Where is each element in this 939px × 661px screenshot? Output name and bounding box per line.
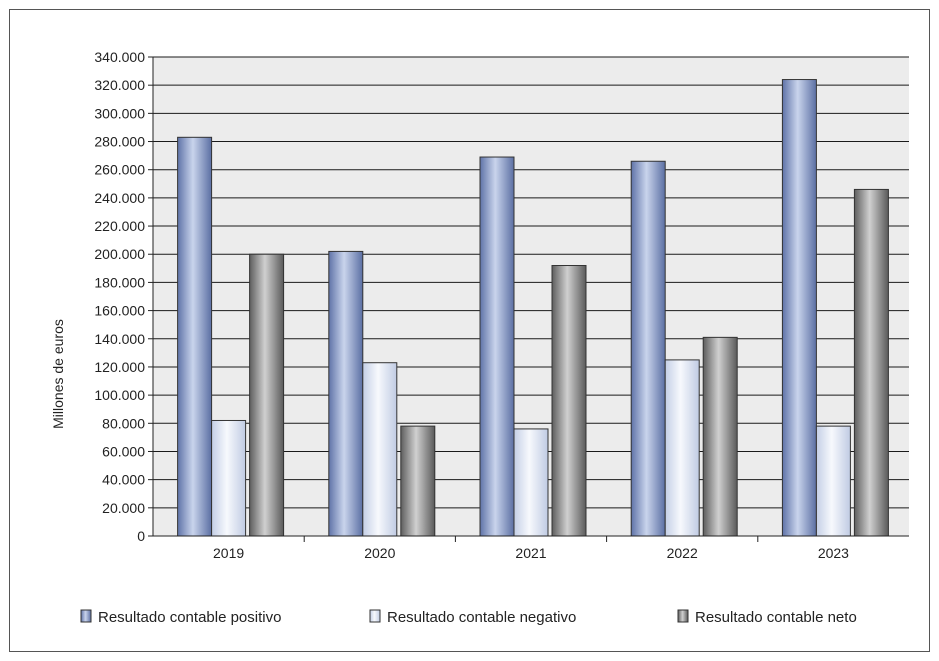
legend-label: Resultado contable positivo xyxy=(98,609,281,626)
bar-negativo xyxy=(513,428,549,537)
y-tick-label: 280.000 xyxy=(94,134,145,150)
bar-positivo xyxy=(177,136,213,537)
y-tick-label: 140.000 xyxy=(94,331,145,347)
bar-neto xyxy=(400,425,436,537)
y-tick-label: 300.000 xyxy=(94,105,145,121)
legend-swatch xyxy=(677,609,689,623)
y-tick-label: 260.000 xyxy=(94,162,145,178)
bar-negativo xyxy=(362,362,398,537)
y-tick-label: 240.000 xyxy=(94,190,145,206)
y-tick-label: 320.000 xyxy=(94,77,145,93)
bars xyxy=(177,79,889,537)
y-tick-label: 340.000 xyxy=(94,49,145,65)
legend-label: Resultado contable neto xyxy=(695,609,857,626)
y-tick-label: 160.000 xyxy=(94,303,145,319)
y-tick-labels: 0 20.000 40.000 60.000 80.000 100.000 120.000 1… xyxy=(94,49,145,544)
x-tick-label: 2023 xyxy=(818,545,849,561)
y-tick-label: 80.000 xyxy=(102,415,145,431)
bar-neto xyxy=(551,265,587,537)
bar-positivo xyxy=(479,156,515,537)
y-tick-label: 20.000 xyxy=(102,500,145,516)
y-tick-label: 40.000 xyxy=(102,472,145,488)
x-tick-label: 2022 xyxy=(667,545,698,561)
bar-positivo xyxy=(328,250,364,537)
bar-neto xyxy=(249,253,285,537)
y-tick-label: 0 xyxy=(137,528,145,544)
y-axis-title: Millones de euros xyxy=(50,319,66,429)
y-tick-label: 100.000 xyxy=(94,387,145,403)
bar-negativo xyxy=(815,425,851,537)
axes xyxy=(148,56,909,542)
legend: Resultado contable positivo Resultado con… xyxy=(80,609,857,626)
legend-label: Resultado contable negativo xyxy=(387,609,576,626)
x-tick-label: 2020 xyxy=(364,545,395,561)
legend-swatch xyxy=(80,609,92,623)
chart-frame xyxy=(9,9,930,652)
bar-neto xyxy=(853,188,889,537)
bar-positivo xyxy=(630,160,666,537)
y-tick-label: 60.000 xyxy=(102,443,145,459)
y-tick-label: 180.000 xyxy=(94,274,145,290)
x-tick-labels: 2019 2020 2021 2022 2023 xyxy=(213,545,849,561)
y-tick-label: 120.000 xyxy=(94,359,145,375)
x-tick-label: 2019 xyxy=(213,545,244,561)
bar-positivo xyxy=(781,79,817,537)
x-tick-label: 2021 xyxy=(515,545,546,561)
legend-swatch xyxy=(369,609,381,623)
y-tick-label: 220.000 xyxy=(94,218,145,234)
bar-negativo xyxy=(211,419,247,537)
bar-negativo xyxy=(664,359,700,537)
y-tick-label: 200.000 xyxy=(94,246,145,262)
bar-neto xyxy=(702,336,738,537)
